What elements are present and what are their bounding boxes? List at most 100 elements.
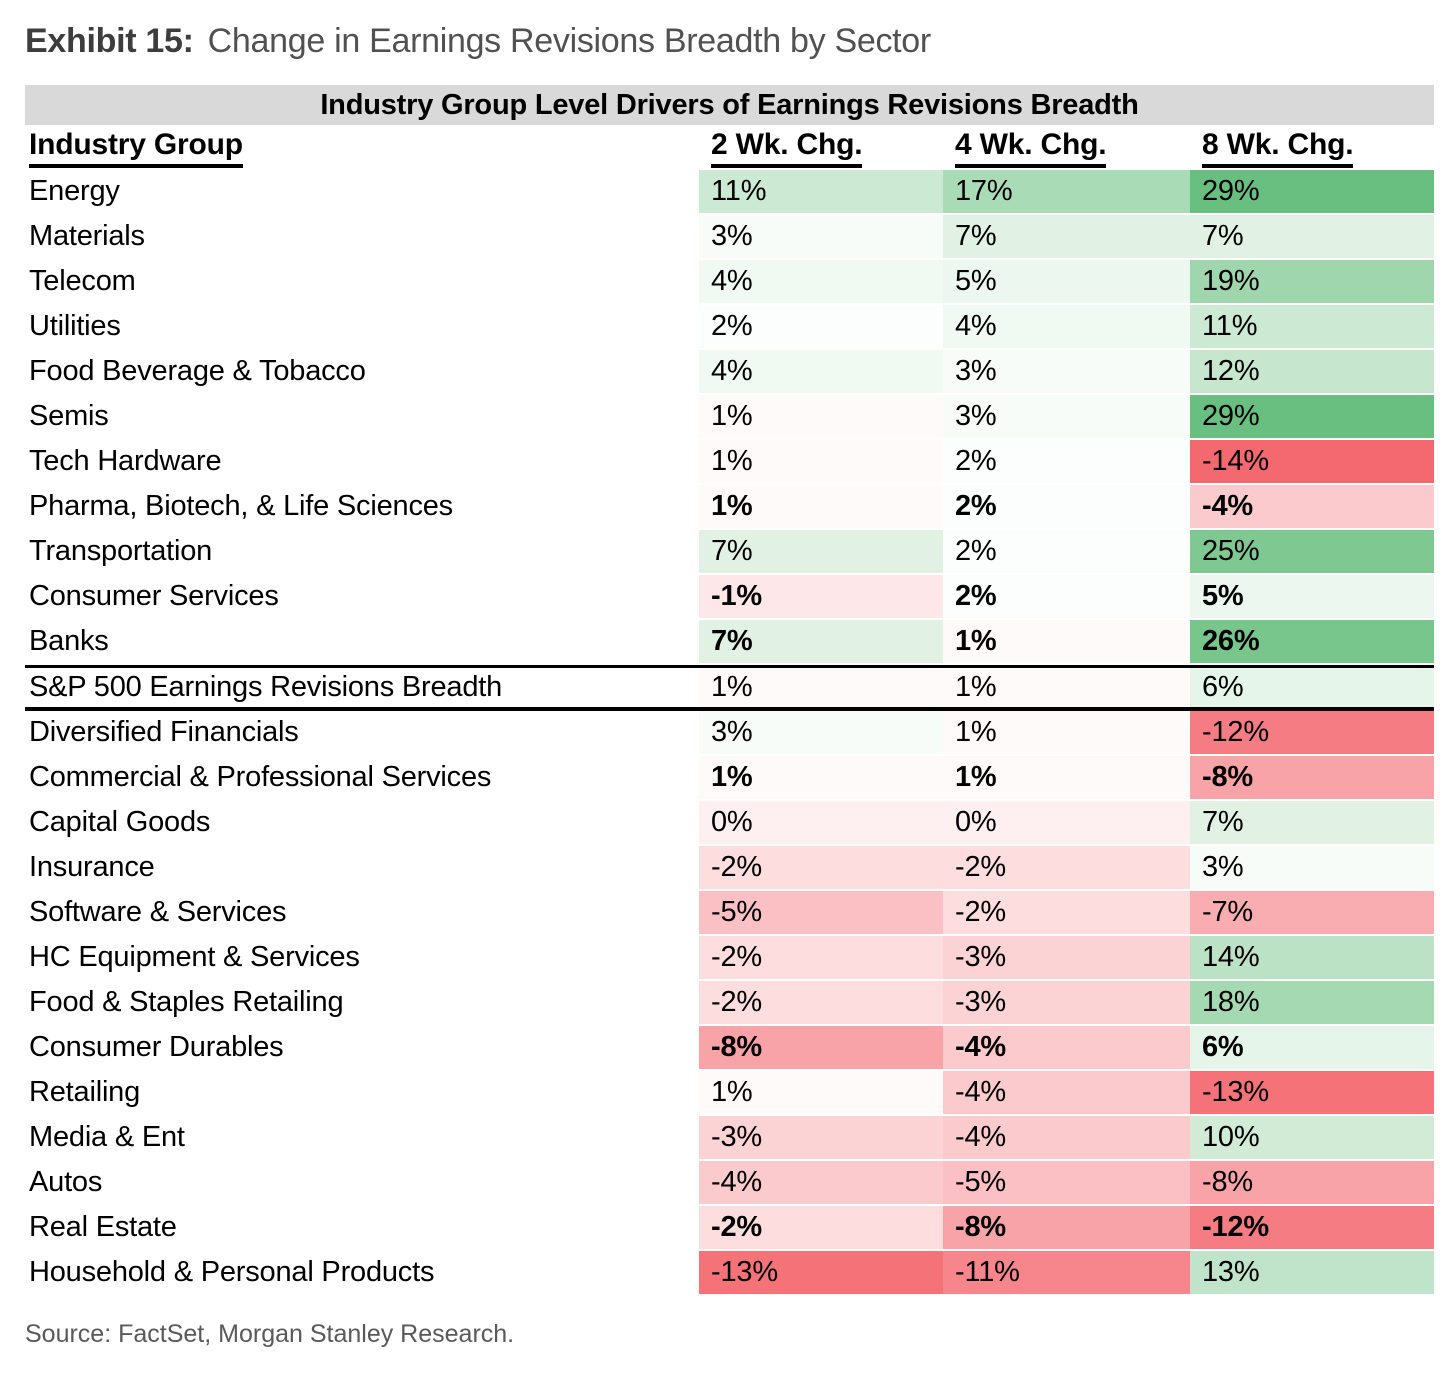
value-cell-2wk-chg: -5%: [699, 891, 943, 936]
value-cell-2wk-chg: 4%: [699, 260, 943, 305]
value-cell-8wk-chg: 7%: [1190, 215, 1434, 260]
industry-group-cell: Commercial & Professional Services: [25, 756, 699, 801]
value-cell-4wk-chg: 5%: [943, 260, 1190, 305]
value-cell-4wk-chg: 17%: [943, 170, 1190, 215]
value-cell-4wk-chg: 4%: [943, 305, 1190, 350]
value-cell-8wk-chg: 18%: [1190, 981, 1434, 1026]
industry-group-cell: Telecom: [25, 260, 699, 305]
value-cell-8wk-chg: -8%: [1190, 756, 1434, 801]
industry-group-cell: Utilities: [25, 305, 699, 350]
table-row: Pharma, Biotech, & Life Sciences 1% 2% -4%: [25, 485, 1434, 530]
value-cell-8wk-chg: 6%: [1190, 1026, 1434, 1071]
table-row: Capital Goods 0% 0% 7%: [25, 801, 1434, 846]
industry-group-cell: Diversified Financials: [25, 711, 699, 756]
value-cell-4wk-chg: -8%: [943, 1206, 1190, 1251]
value-cell-4wk-chg: -5%: [943, 1161, 1190, 1206]
value-cell-4wk-chg: -4%: [943, 1026, 1190, 1071]
value-cell-8wk-chg: -14%: [1190, 440, 1434, 485]
table-row: Real Estate -2% -8% -12%: [25, 1206, 1434, 1251]
page-title: Change in Earnings Revisions Breadth by …: [207, 22, 932, 60]
value-cell-2wk-chg: -2%: [699, 981, 943, 1026]
value-cell-2wk-chg: 1%: [699, 485, 943, 530]
industry-group-cell: Transportation: [25, 530, 699, 575]
value-cell-2wk-chg: -3%: [699, 1116, 943, 1161]
industry-group-cell: Media & Ent: [25, 1116, 699, 1161]
value-cell-8wk-chg: 7%: [1190, 801, 1434, 846]
value-cell-8wk-chg: 13%: [1190, 1251, 1434, 1296]
table-row: HC Equipment & Services -2% -3% 14%: [25, 936, 1434, 981]
value-cell-4wk-chg: 2%: [943, 440, 1190, 485]
table-row: Consumer Services -1% 2% 5%: [25, 575, 1434, 620]
table-row: Commercial & Professional Services 1% 1% -8…: [25, 756, 1434, 801]
value-cell-8wk-chg: 12%: [1190, 350, 1434, 395]
table-row: Food & Staples Retailing -2% -3% 18%: [25, 981, 1434, 1026]
table-header-row: Industry Group 2 Wk. Chg. 4 Wk. Chg. 8 W…: [25, 125, 1434, 170]
value-cell-4wk-chg: -3%: [943, 936, 1190, 981]
value-cell-4wk-chg: 7%: [943, 215, 1190, 260]
value-cell-4wk-chg: 1%: [943, 711, 1190, 756]
industry-group-cell: HC Equipment & Services: [25, 936, 699, 981]
value-cell-8wk-chg: -7%: [1190, 891, 1434, 936]
value-cell-8wk-chg: 25%: [1190, 530, 1434, 575]
column-header-8wk-chg: 8 Wk. Chg.: [1190, 128, 1434, 168]
value-cell-8wk-chg: 14%: [1190, 936, 1434, 981]
value-cell-8wk-chg: -12%: [1190, 1206, 1434, 1251]
value-cell-2wk-chg: -4%: [699, 1161, 943, 1206]
industry-group-cell: Consumer Services: [25, 575, 699, 620]
table-row: Diversified Financials 3% 1% -12%: [25, 711, 1434, 756]
value-cell-4wk-chg: 2%: [943, 485, 1190, 530]
table-title-banner: Industry Group Level Drivers of Earnings…: [25, 85, 1434, 125]
table-row: Software & Services -5% -2% -7%: [25, 891, 1434, 936]
table-row: Food Beverage & Tobacco 4% 3% 12%: [25, 350, 1434, 395]
industry-group-cell: Tech Hardware: [25, 440, 699, 485]
industry-group-cell: Food Beverage & Tobacco: [25, 350, 699, 395]
value-cell-8wk-chg: 3%: [1190, 846, 1434, 891]
source-note: Source: FactSet, Morgan Stanley Research…: [25, 1320, 515, 1348]
table-row: Tech Hardware 1% 2% -14%: [25, 440, 1434, 485]
value-cell-8wk-chg: 29%: [1190, 395, 1434, 440]
industry-group-cell: Energy: [25, 170, 699, 215]
value-cell-8wk-chg: 5%: [1190, 575, 1434, 620]
table-row: Energy 11% 17% 29%: [25, 170, 1434, 215]
table-row: Household & Personal Products -13% -11% 13%: [25, 1251, 1434, 1296]
industry-group-cell: Insurance: [25, 846, 699, 891]
column-header-industry-group: Industry Group: [25, 128, 699, 168]
value-cell-4wk-chg: 3%: [943, 350, 1190, 395]
value-cell-8wk-chg: -12%: [1190, 711, 1434, 756]
industry-group-cell: Retailing: [25, 1071, 699, 1116]
value-cell-2wk-chg: 3%: [699, 711, 943, 756]
value-cell-8wk-chg: -8%: [1190, 1161, 1434, 1206]
table-row: Consumer Durables -8% -4% 6%: [25, 1026, 1434, 1071]
table-row: Transportation 7% 2% 25%: [25, 530, 1434, 575]
value-cell-4wk-chg: -11%: [943, 1251, 1190, 1296]
table-row: Banks 7% 1% 26%: [25, 620, 1434, 665]
table-row: Media & Ent -3% -4% 10%: [25, 1116, 1434, 1161]
industry-group-cell: Semis: [25, 395, 699, 440]
industry-group-cell: Software & Services: [25, 891, 699, 936]
exhibit-number: Exhibit 15:: [25, 22, 194, 60]
table-body: Energy 11% 17% 29% Materials 3% 7% 7% Telecom 4% 5…: [25, 170, 1434, 1296]
value-cell-2wk-chg: 1%: [699, 756, 943, 801]
value-cell-2wk-chg: 1%: [699, 440, 943, 485]
industry-group-cell: Food & Staples Retailing: [25, 981, 699, 1026]
value-cell-2wk-chg: 4%: [699, 350, 943, 395]
value-cell-2wk-chg: 7%: [699, 620, 943, 665]
industry-group-cell: Materials: [25, 215, 699, 260]
value-cell-4wk-chg: 2%: [943, 530, 1190, 575]
value-cell-2wk-chg: -13%: [699, 1251, 943, 1296]
value-cell-2wk-chg: -2%: [699, 1206, 943, 1251]
value-cell-2wk-chg: -2%: [699, 936, 943, 981]
value-cell-8wk-chg: 11%: [1190, 305, 1434, 350]
value-cell-4wk-chg: 2%: [943, 575, 1190, 620]
industry-group-cell: Banks: [25, 620, 699, 665]
industry-group-cell: Real Estate: [25, 1206, 699, 1251]
value-cell-4wk-chg: -2%: [943, 846, 1190, 891]
industry-group-cell: Pharma, Biotech, & Life Sciences: [25, 485, 699, 530]
industry-group-cell: Household & Personal Products: [25, 1251, 699, 1296]
table-row: Autos -4% -5% -8%: [25, 1161, 1434, 1206]
industry-group-cell: Capital Goods: [25, 801, 699, 846]
value-cell-2wk-chg: -1%: [699, 575, 943, 620]
column-header-2wk-chg: 2 Wk. Chg.: [699, 128, 943, 168]
value-cell-4wk-chg: 3%: [943, 395, 1190, 440]
